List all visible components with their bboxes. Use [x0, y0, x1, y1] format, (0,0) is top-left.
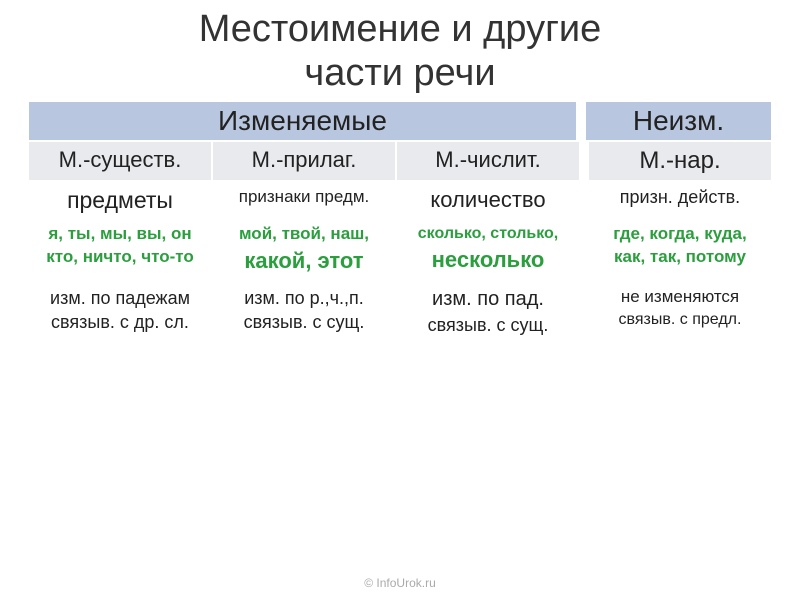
pr-c3-l1: изм. по пад. [398, 286, 578, 313]
header-sub-1: М.-существ. [28, 141, 212, 181]
grammar-table: Изменяемые Неизм. М.-существ. М.-прилаг.… [28, 101, 772, 340]
examples-4: где, когда, куда, как, так, потому [588, 220, 772, 279]
ex-c2-l1: мой, твой, наш, [214, 223, 394, 246]
examples-3: сколько, столько, несколько [396, 220, 580, 279]
title-line2: части речи [304, 52, 495, 94]
ex-c1-l1: я, ты, мы, вы, он [30, 223, 210, 246]
header-main-left: Изменяемые [28, 101, 577, 141]
header-gap [577, 101, 585, 141]
footer-credit: © InfoUrok.ru [0, 576, 800, 590]
pr-c2-l2: связыв. с сущ. [214, 310, 394, 334]
props-row: изм. по падежам связыв. с др. сл. изм. п… [28, 283, 772, 340]
desc-1: предметы [28, 181, 212, 220]
desc-3: количество [396, 181, 580, 220]
props-4: не изменяются связыв. с предл. [588, 283, 772, 340]
pr-c4-l1: не изменяются [590, 286, 770, 309]
desc-4: призн. действ. [588, 181, 772, 220]
pr-c1-l1: изм. по падежам [30, 286, 210, 310]
ex-c4-l1: где, когда, куда, [590, 223, 770, 246]
props-1: изм. по падежам связыв. с др. сл. [28, 283, 212, 340]
examples-2: мой, твой, наш, какой, этот [212, 220, 396, 279]
ex-c1-l2: кто, ничто, что-то [30, 246, 210, 269]
header-sub-3: М.-числит. [396, 141, 580, 181]
pr-c2-l1: изм. по р.,ч.,п. [214, 286, 394, 310]
props-gap [580, 283, 588, 340]
pr-c3-l2: связыв. с сущ. [398, 313, 578, 337]
title-line1: Местоимение и другие [199, 8, 602, 50]
desc-2: признаки предм. [212, 181, 396, 220]
examples-row: я, ты, мы, вы, он кто, ничто, что-то мой… [28, 220, 772, 279]
header-main-row: Изменяемые Неизм. [28, 101, 772, 141]
pr-c4-l2: связыв. с предл. [590, 309, 770, 331]
ex-c2-l2: какой, этот [214, 246, 394, 276]
header-sub-row: М.-существ. М.-прилаг. М.-числит. М.-нар… [28, 141, 772, 181]
header-main-right: Неизм. [585, 101, 772, 141]
pr-c1-l2: связыв. с др. сл. [30, 310, 210, 334]
ex-c3-l2: несколько [398, 245, 578, 275]
desc-row: предметы признаки предм. количество приз… [28, 181, 772, 220]
ex-c3-l1: сколько, столько, [398, 223, 578, 245]
props-3: изм. по пад. связыв. с сущ. [396, 283, 580, 340]
desc-gap [580, 181, 588, 220]
slide-title: Местоимение и другие части речи [0, 0, 800, 95]
props-2: изм. по р.,ч.,п. связыв. с сущ. [212, 283, 396, 340]
header-sub-2: М.-прилаг. [212, 141, 396, 181]
header-sub-gap [580, 141, 588, 181]
examples-gap [580, 220, 588, 279]
examples-1: я, ты, мы, вы, он кто, ничто, что-то [28, 220, 212, 279]
header-sub-4: М.-нар. [588, 141, 772, 181]
ex-c4-l2: как, так, потому [590, 246, 770, 269]
